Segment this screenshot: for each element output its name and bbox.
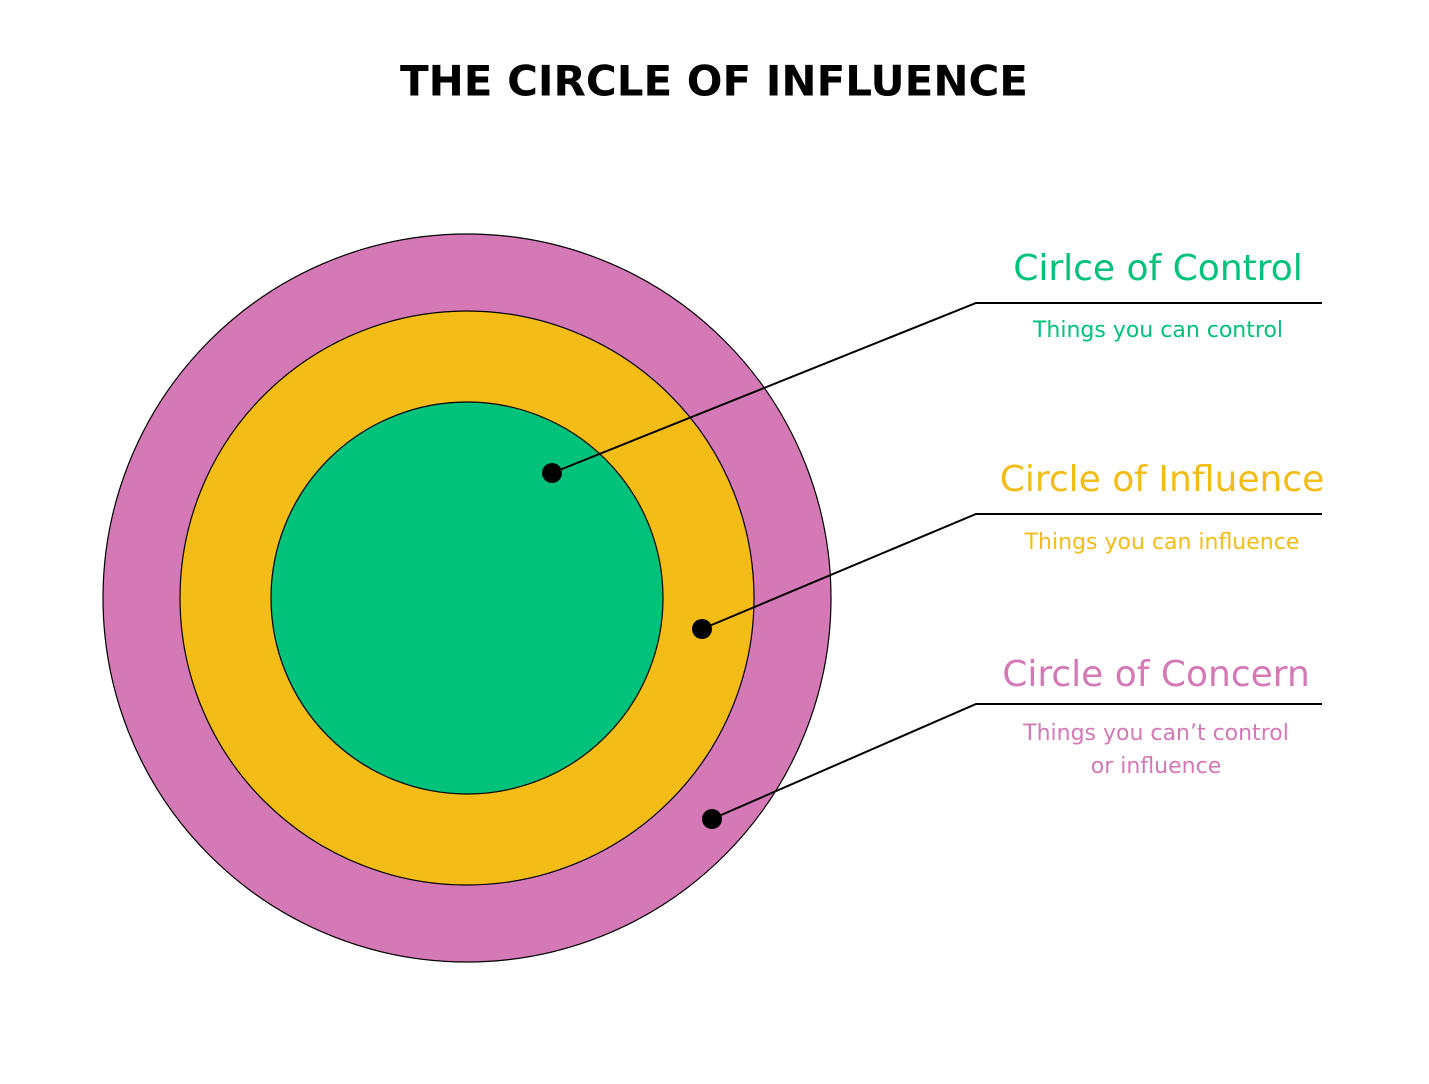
label: Circle of Influence (1000, 459, 1325, 500)
description: Things you can control (1032, 318, 1283, 343)
label: Circle of Concern (1002, 654, 1310, 695)
control-circle (270, 401, 664, 795)
pointer-dot (692, 619, 712, 639)
description: or influence (1091, 754, 1221, 779)
label: Cirlce of Control (1013, 248, 1303, 289)
title: THE CIRCLE OF INFLUENCE (400, 57, 1028, 106)
description: Things you can’t control (1022, 721, 1289, 746)
description: Things you can influence (1024, 530, 1300, 555)
leader-line (711, 703, 1322, 820)
leader-line (701, 513, 1322, 630)
pointer-dot (542, 463, 562, 483)
leader-line (551, 302, 1322, 474)
pointer-dot (702, 809, 722, 829)
